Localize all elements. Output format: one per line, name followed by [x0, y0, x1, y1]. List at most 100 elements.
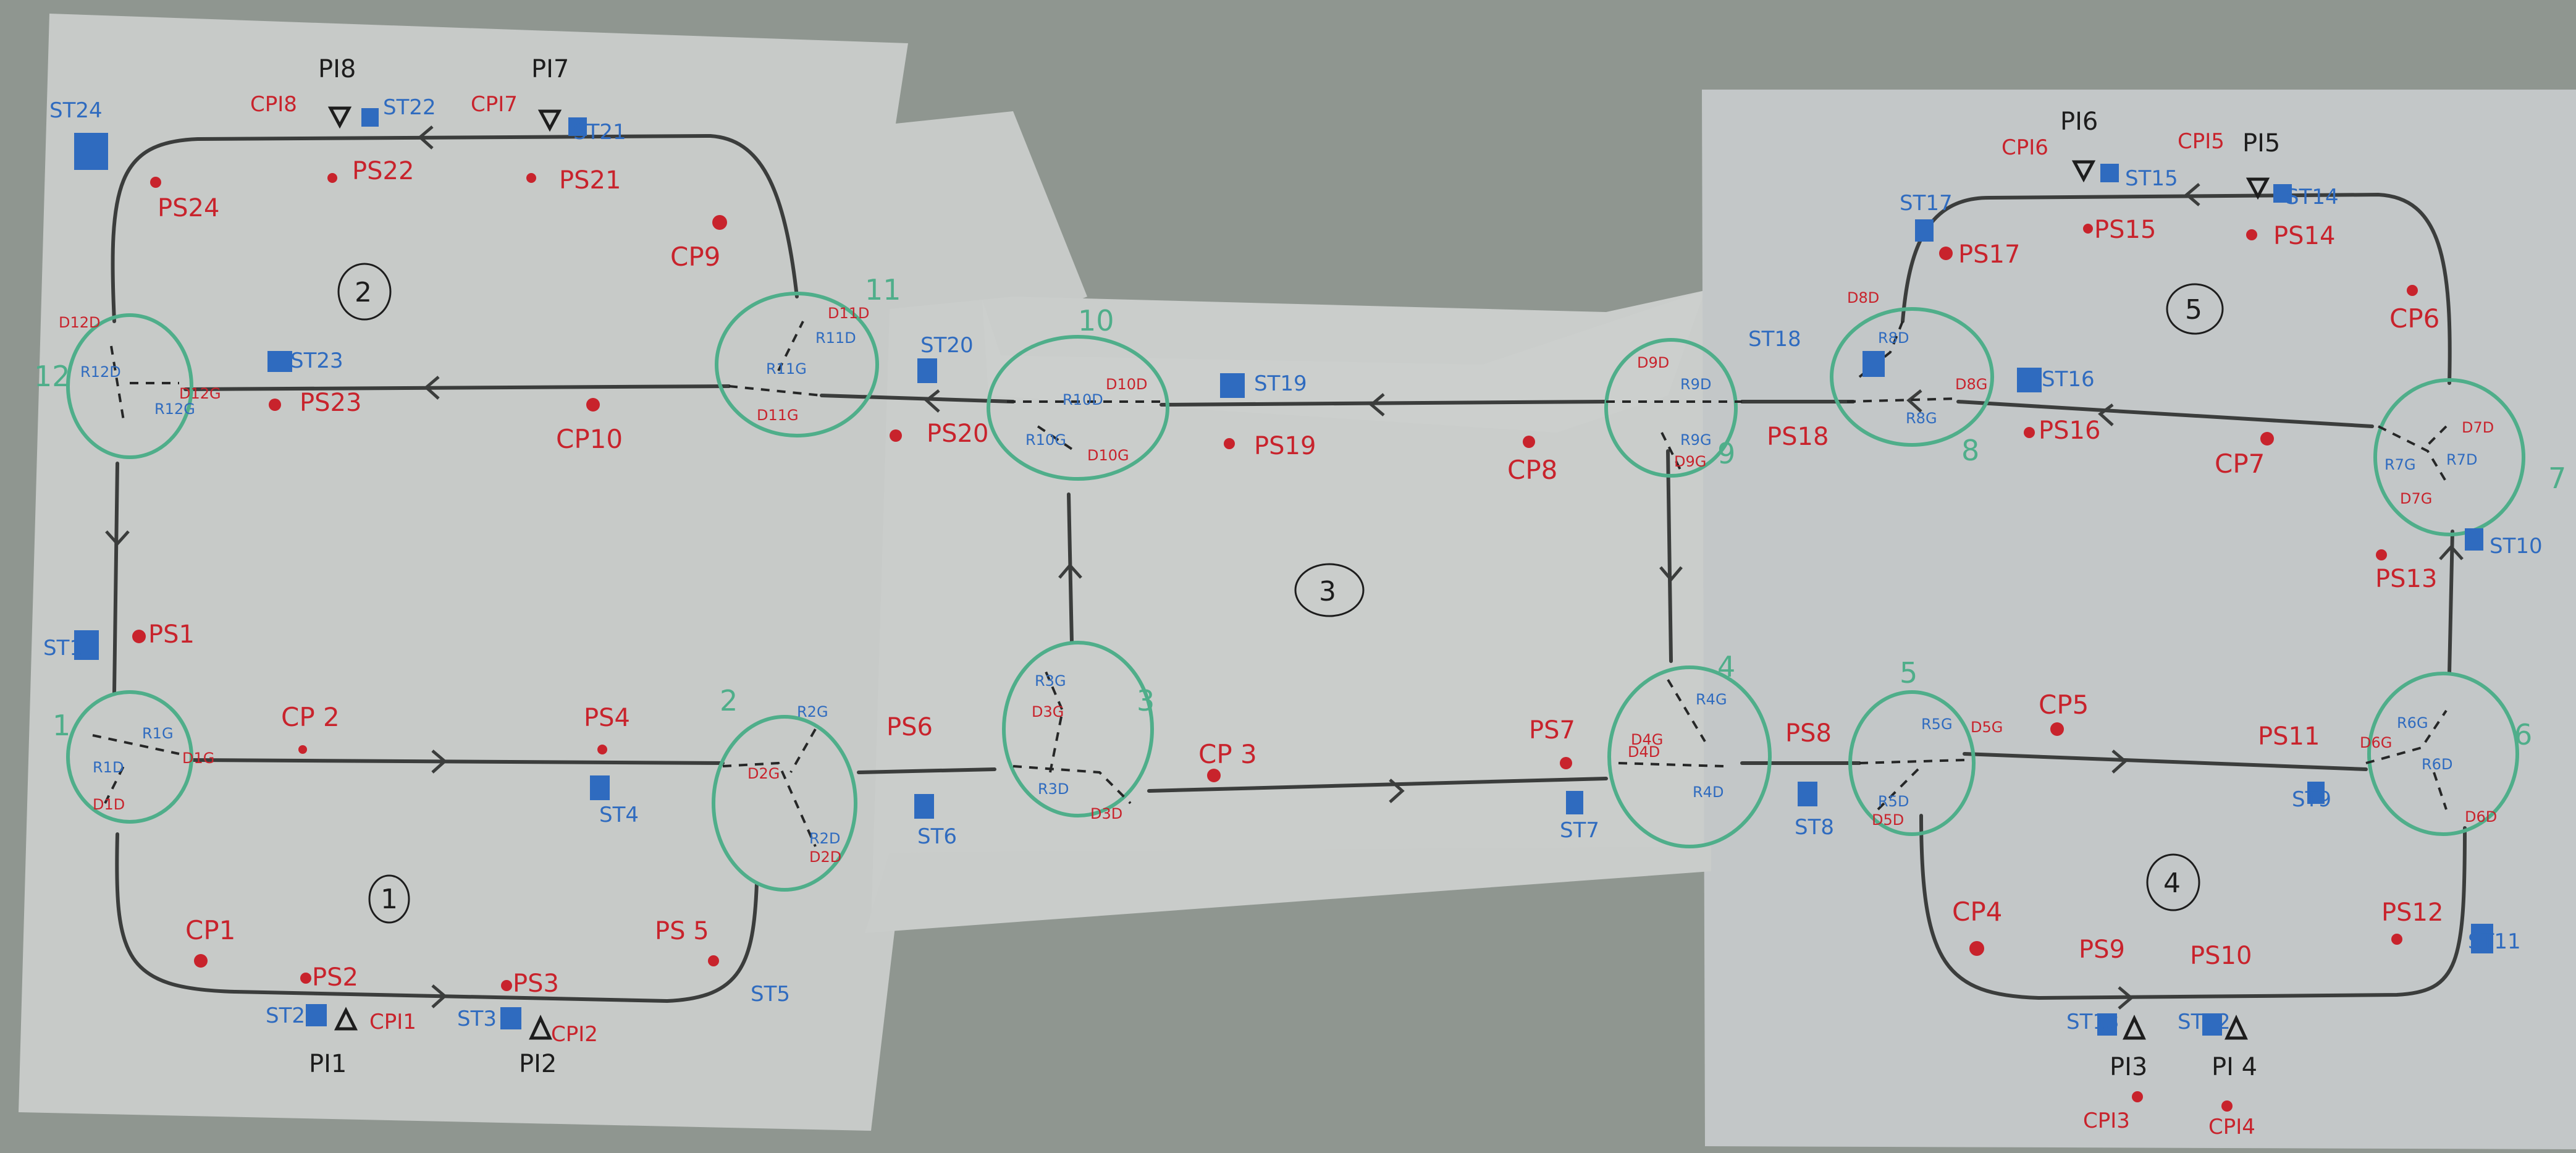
track-row-top-mid	[820, 394, 1015, 403]
st-label-3: ST3	[457, 1007, 497, 1031]
cp-label-9: CP9	[670, 242, 720, 272]
node-label-3: 3	[1137, 684, 1155, 717]
pi-label-7: PI7	[531, 55, 569, 83]
arrow-loop-2	[418, 125, 434, 150]
st-label-10: ST10	[2490, 534, 2543, 559]
ps-label-13: PS13	[2375, 565, 2437, 593]
track-vertical-1-12	[112, 462, 119, 694]
st-label-21: ST21	[573, 120, 626, 145]
st-label-19: ST19	[1254, 371, 1307, 396]
zone-4-circle	[2146, 853, 2200, 911]
ps-label-14: PS14	[2273, 222, 2335, 250]
ps-label-9: PS9	[2079, 935, 2125, 964]
st-label-24: ST24	[49, 98, 103, 123]
cpi-label-6: CPI6	[2001, 135, 2048, 160]
pi-label-3: PI3	[2110, 1053, 2147, 1081]
pi-triangles	[327, 106, 2270, 1040]
ps-label-6: PS6	[886, 713, 933, 741]
arrow-loop-5	[2184, 183, 2200, 206]
arrow-loop-4	[2118, 986, 2134, 1010]
zone-2-circle	[337, 263, 392, 321]
ps-label-17: PS17	[1958, 240, 2020, 269]
node-label-6: 6	[2514, 718, 2532, 751]
junction-n4-3: R4D	[1693, 783, 1724, 801]
track-row-bottom-3	[1147, 777, 1608, 793]
junction-n10-4: D10G	[1087, 447, 1129, 464]
cpi-label-8: CPI8	[250, 92, 297, 117]
ps-label-4: PS4	[584, 704, 630, 732]
node-1	[66, 690, 193, 824]
junction-n6-1: D6G	[2360, 734, 2392, 751]
cp-label-2: CP 2	[281, 702, 340, 732]
zone-circles	[337, 263, 2224, 924]
st-label-6: ST6	[917, 824, 957, 849]
track-row-top-left	[183, 384, 731, 391]
node-label-5: 5	[1900, 656, 1917, 690]
cpi-label-3: CPI3	[2083, 1109, 2130, 1133]
arrow-row-top	[424, 376, 440, 400]
arrow-row-bottom-3	[1389, 779, 1405, 803]
node-3	[1002, 641, 1154, 817]
track-row-top-east	[1956, 400, 2374, 428]
junction-n2-3: R2D	[809, 830, 840, 847]
node-label-9: 9	[1717, 437, 1735, 470]
node-8	[1830, 307, 1994, 447]
node-10	[987, 335, 1169, 481]
cpi-label-4: CPI4	[2208, 1115, 2255, 1139]
junction-n6-2: R6G	[2397, 714, 2428, 732]
junction-n11-3: R11G	[766, 360, 807, 378]
cpi-label-5: CPI5	[2178, 129, 2225, 154]
zone-label-1: 1	[381, 884, 398, 915]
node-label-7: 7	[2548, 462, 2566, 495]
cp-label-1: CP1	[185, 915, 235, 945]
cp-label-10: CP10	[556, 424, 623, 454]
ps-label-1: PS1	[148, 620, 195, 649]
junction-n3-4: D3D	[1090, 805, 1122, 822]
paper-panels	[19, 14, 2576, 1149]
zone-label-5: 5	[2185, 294, 2202, 326]
st-label-7: ST7	[1560, 818, 1599, 843]
node-2	[712, 715, 857, 892]
cp-label-4: CP4	[1952, 897, 2002, 927]
cpi-label-7: CPI7	[471, 92, 518, 117]
junction-n7-2: R7D	[2446, 451, 2477, 468]
node-12	[66, 313, 193, 459]
pi-label-5: PI5	[2242, 129, 2280, 158]
junction-n7-1: D7D	[2462, 419, 2494, 436]
ps-label-22: PS22	[352, 157, 414, 185]
ps-label-19: PS19	[1254, 432, 1316, 460]
junction-n10-1: D10D	[1106, 376, 1148, 393]
cpi-label-1: CPI1	[369, 1010, 416, 1034]
node-label-10: 10	[1078, 304, 1114, 337]
junction-n4-1: D4G	[1631, 731, 1663, 748]
zone-label-2: 2	[355, 277, 372, 308]
junction-nodes	[66, 292, 2525, 892]
zone-3-circle	[1294, 563, 1365, 617]
junction-n12-3: R12G	[154, 400, 195, 418]
ps-label-8: PS8	[1785, 719, 1832, 748]
arrow-row-top-far	[1906, 389, 1922, 413]
junction-n5-4: D5D	[1872, 811, 1904, 829]
st-label-9: ST9	[2292, 787, 2331, 812]
junction-n9-4: D9G	[1674, 453, 1706, 470]
red-dots	[132, 173, 2418, 1112]
junction-n3-1: R3G	[1035, 672, 1066, 690]
junction-n10-3: R10G	[1025, 431, 1066, 449]
st-label-23: ST23	[290, 348, 343, 373]
direction-arrows	[105, 125, 2464, 1010]
node-11	[715, 292, 879, 437]
ps-label-23: PS23	[300, 389, 361, 417]
st-label-8: ST8	[1795, 815, 1834, 840]
junction-n1-2: R1G	[142, 725, 174, 742]
node-9	[1604, 338, 1738, 478]
junction-n4-4: D4D	[1628, 743, 1660, 761]
node-label-8: 8	[1961, 434, 1979, 467]
junction-n8-3: D8G	[1955, 376, 1987, 393]
junction-n8-4: R8G	[1906, 410, 1937, 427]
node-7	[2373, 378, 2525, 536]
zone-1-circle	[368, 874, 410, 924]
junction-n3-3: R3D	[1038, 780, 1069, 798]
station-markers	[74, 108, 2493, 1036]
